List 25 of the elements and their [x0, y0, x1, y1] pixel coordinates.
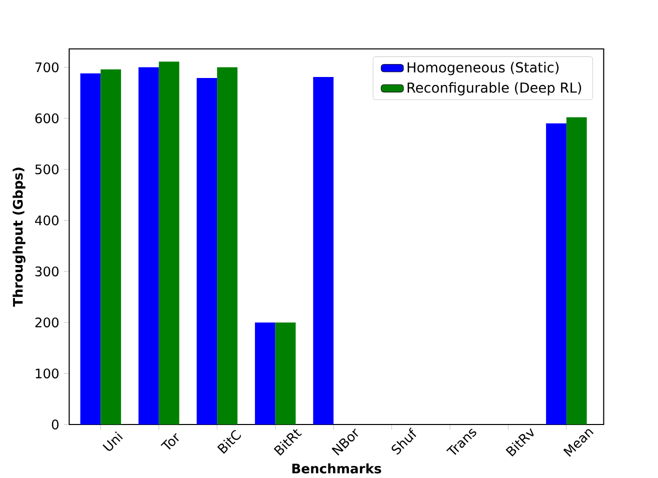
y-axis-title: Throughput (Gbps) [12, 168, 26, 307]
y-tick-label: 600 [35, 113, 58, 124]
bar [158, 62, 180, 425]
bar [80, 74, 101, 425]
x-tick-label: Uni [102, 432, 123, 451]
y-tick-label: 200 [35, 318, 58, 328]
y-tick-label: 100 [36, 368, 58, 379]
bar [546, 124, 566, 425]
bar [138, 67, 159, 425]
bar [254, 322, 276, 425]
x-axis-title: Benchmarks [292, 463, 382, 474]
bar [217, 67, 238, 425]
y-tick-label: 700 [35, 62, 58, 72]
x-tick-label: Tor [160, 433, 179, 450]
legend-label: Homogeneous (Static) [408, 62, 559, 76]
bar [313, 77, 334, 425]
bar [196, 78, 218, 425]
y-tick-label: 0 [52, 420, 59, 430]
bar [100, 69, 122, 425]
y-tick-label: 500 [35, 164, 58, 174]
legend-label: Reconfigurable (Deep RL) [408, 82, 582, 96]
bar [566, 117, 587, 425]
bar [275, 322, 296, 425]
y-tick-label: 300 [35, 266, 58, 276]
y-tick-label: 400 [35, 216, 58, 226]
